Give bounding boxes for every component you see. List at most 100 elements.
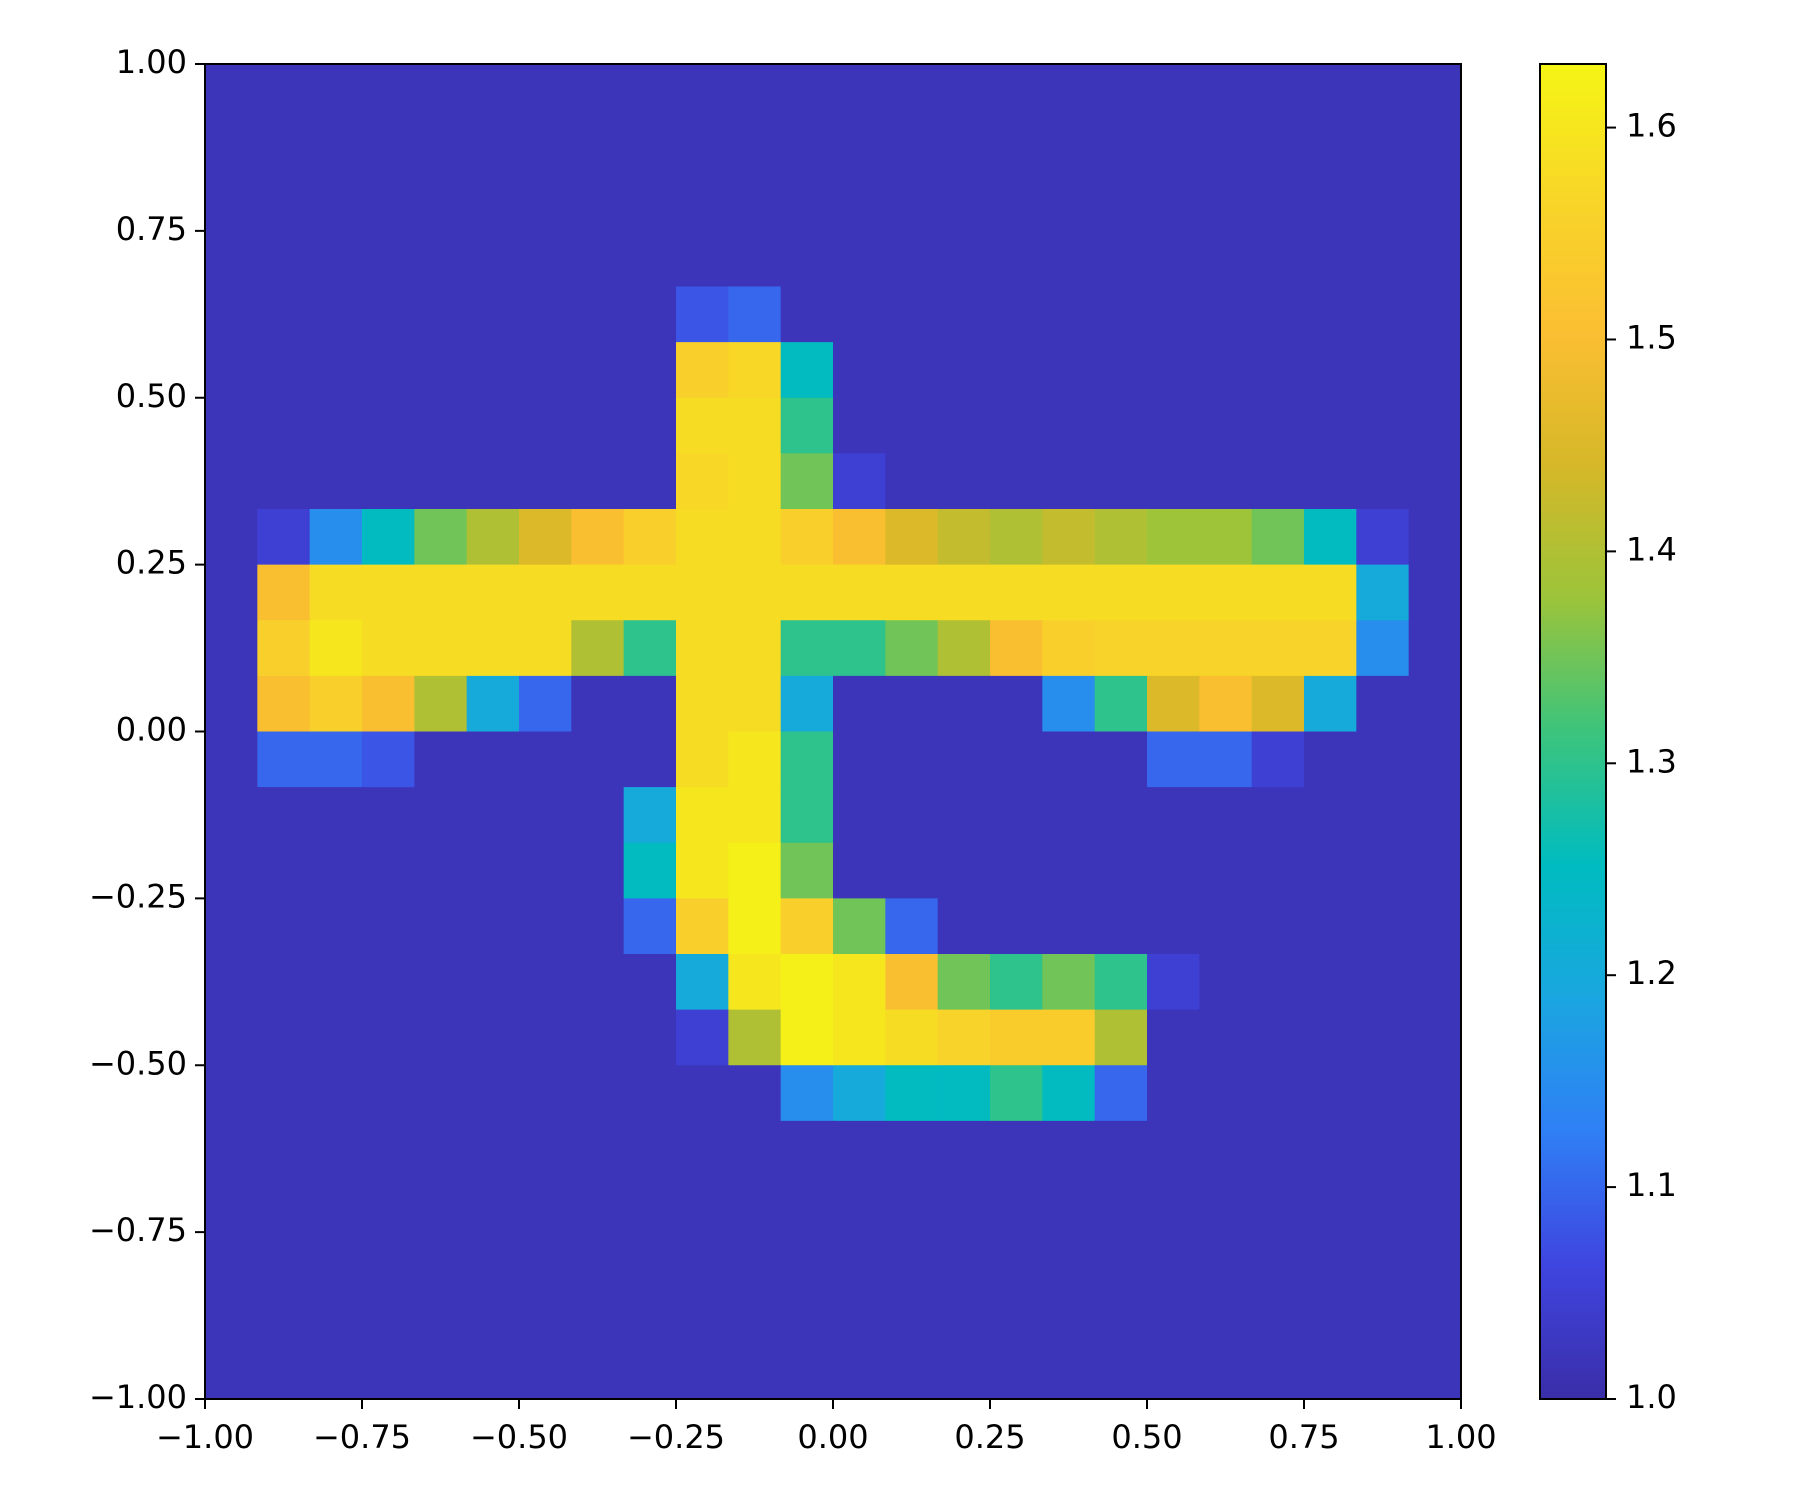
heatmap-cell bbox=[571, 119, 625, 176]
heatmap-cell bbox=[571, 175, 625, 232]
heatmap-cell bbox=[780, 564, 834, 621]
heatmap-cell bbox=[362, 620, 415, 677]
heatmap-cell bbox=[676, 675, 729, 733]
heatmap-cell bbox=[676, 64, 729, 121]
heatmap-cell bbox=[1199, 509, 1253, 566]
heatmap-cell bbox=[519, 1120, 572, 1178]
heatmap-cell bbox=[885, 620, 939, 677]
heatmap-cell bbox=[1356, 1120, 1410, 1178]
heatmap-cell bbox=[309, 509, 363, 566]
heatmap-cell bbox=[885, 842, 939, 899]
heatmap-cell bbox=[362, 175, 415, 232]
heatmap-cell bbox=[362, 1232, 415, 1289]
x-tick-label: −0.75 bbox=[313, 1418, 411, 1456]
heatmap-cell bbox=[1251, 342, 1305, 399]
heatmap-cell bbox=[414, 787, 468, 844]
heatmap-cell bbox=[937, 1065, 991, 1122]
heatmap-cell bbox=[1356, 842, 1410, 899]
heatmap-cell bbox=[519, 675, 572, 733]
heatmap-cell bbox=[1094, 509, 1148, 566]
heatmap-cell bbox=[885, 1232, 939, 1289]
heatmap-cell bbox=[362, 1120, 415, 1178]
heatmap-cell bbox=[519, 787, 572, 844]
heatmap-cell bbox=[362, 397, 415, 454]
heatmap-cell bbox=[1408, 1176, 1462, 1233]
heatmap-cell bbox=[1356, 787, 1410, 844]
heatmap-cell bbox=[623, 675, 677, 733]
y-tick-label: −0.75 bbox=[89, 1211, 187, 1249]
heatmap-cell bbox=[728, 175, 782, 232]
heatmap-cell bbox=[1408, 954, 1462, 1011]
heatmap-cell bbox=[676, 230, 729, 288]
heatmap-cell bbox=[257, 1232, 311, 1289]
heatmap-cell bbox=[414, 1287, 468, 1344]
heatmap-cell bbox=[1147, 1065, 1200, 1122]
heatmap-cell bbox=[1042, 119, 1096, 176]
heatmap-cell bbox=[623, 1120, 677, 1178]
heatmap-cell bbox=[1042, 620, 1096, 677]
heatmap-cell bbox=[676, 509, 729, 566]
heatmap-cell bbox=[466, 731, 520, 788]
heatmap-cell bbox=[885, 1065, 939, 1122]
heatmap-cell bbox=[1304, 175, 1357, 232]
heatmap-cell bbox=[990, 453, 1043, 510]
heatmap-cell bbox=[309, 842, 363, 899]
heatmap-cell bbox=[309, 1287, 363, 1344]
heatmap-cell bbox=[362, 1343, 415, 1400]
heatmap-cell bbox=[1199, 564, 1253, 621]
heatmap-cell bbox=[728, 397, 782, 454]
heatmap-cell bbox=[1147, 1176, 1200, 1233]
heatmap-cell bbox=[728, 509, 782, 566]
heatmap-cell bbox=[780, 1176, 834, 1233]
heatmap-cell bbox=[1408, 1009, 1462, 1066]
heatmap-cell bbox=[937, 675, 991, 733]
heatmap-cell bbox=[1356, 286, 1410, 343]
heatmap-cell bbox=[1304, 620, 1357, 677]
heatmap-cell bbox=[257, 620, 311, 677]
heatmap-cell bbox=[519, 397, 572, 454]
heatmap-cell bbox=[571, 620, 625, 677]
heatmap-cell bbox=[937, 64, 991, 121]
heatmap-cell bbox=[466, 342, 520, 399]
heatmap-cell bbox=[1408, 342, 1462, 399]
heatmap-cell bbox=[1042, 1009, 1096, 1066]
heatmap-cell bbox=[1408, 119, 1462, 176]
heatmap-cell bbox=[571, 1287, 625, 1344]
heatmap-cell bbox=[728, 342, 782, 399]
heatmap-cell bbox=[1042, 787, 1096, 844]
heatmap-cell bbox=[833, 1176, 886, 1233]
heatmap-cell bbox=[519, 1065, 572, 1122]
heatmap-cell bbox=[780, 342, 834, 399]
heatmap-cell bbox=[676, 1009, 729, 1066]
heatmap-cell bbox=[1304, 1287, 1357, 1344]
heatmap-cell bbox=[1094, 1343, 1148, 1400]
heatmap-cell bbox=[362, 1065, 415, 1122]
heatmap-cell bbox=[362, 842, 415, 899]
heatmap-cell bbox=[205, 564, 258, 621]
heatmap-cell bbox=[780, 787, 834, 844]
heatmap-cell bbox=[728, 1176, 782, 1233]
y-tick-label: 0.50 bbox=[116, 377, 187, 415]
heatmap-cell bbox=[205, 286, 258, 343]
heatmap-cell bbox=[414, 842, 468, 899]
heatmap-cell bbox=[780, 954, 834, 1011]
heatmap-cell bbox=[833, 1232, 886, 1289]
heatmap-cell bbox=[1408, 731, 1462, 788]
heatmap-cell bbox=[623, 286, 677, 343]
heatmap-cell bbox=[1094, 675, 1148, 733]
heatmap-cell bbox=[623, 1065, 677, 1122]
heatmap-cell bbox=[362, 342, 415, 399]
heatmap-cell bbox=[1147, 1009, 1200, 1066]
heatmap-cell bbox=[414, 286, 468, 343]
heatmap-cell bbox=[205, 342, 258, 399]
heatmap-cell bbox=[414, 1343, 468, 1400]
heatmap-cell bbox=[362, 1287, 415, 1344]
heatmap-cell bbox=[623, 842, 677, 899]
heatmap-cell bbox=[728, 842, 782, 899]
heatmap-cell bbox=[257, 175, 311, 232]
heatmap-cell bbox=[728, 898, 782, 955]
heatmap-cell bbox=[257, 1009, 311, 1066]
heatmap-cell bbox=[728, 620, 782, 677]
heatmap-cell bbox=[833, 1343, 886, 1400]
heatmap-cell bbox=[1251, 230, 1305, 288]
